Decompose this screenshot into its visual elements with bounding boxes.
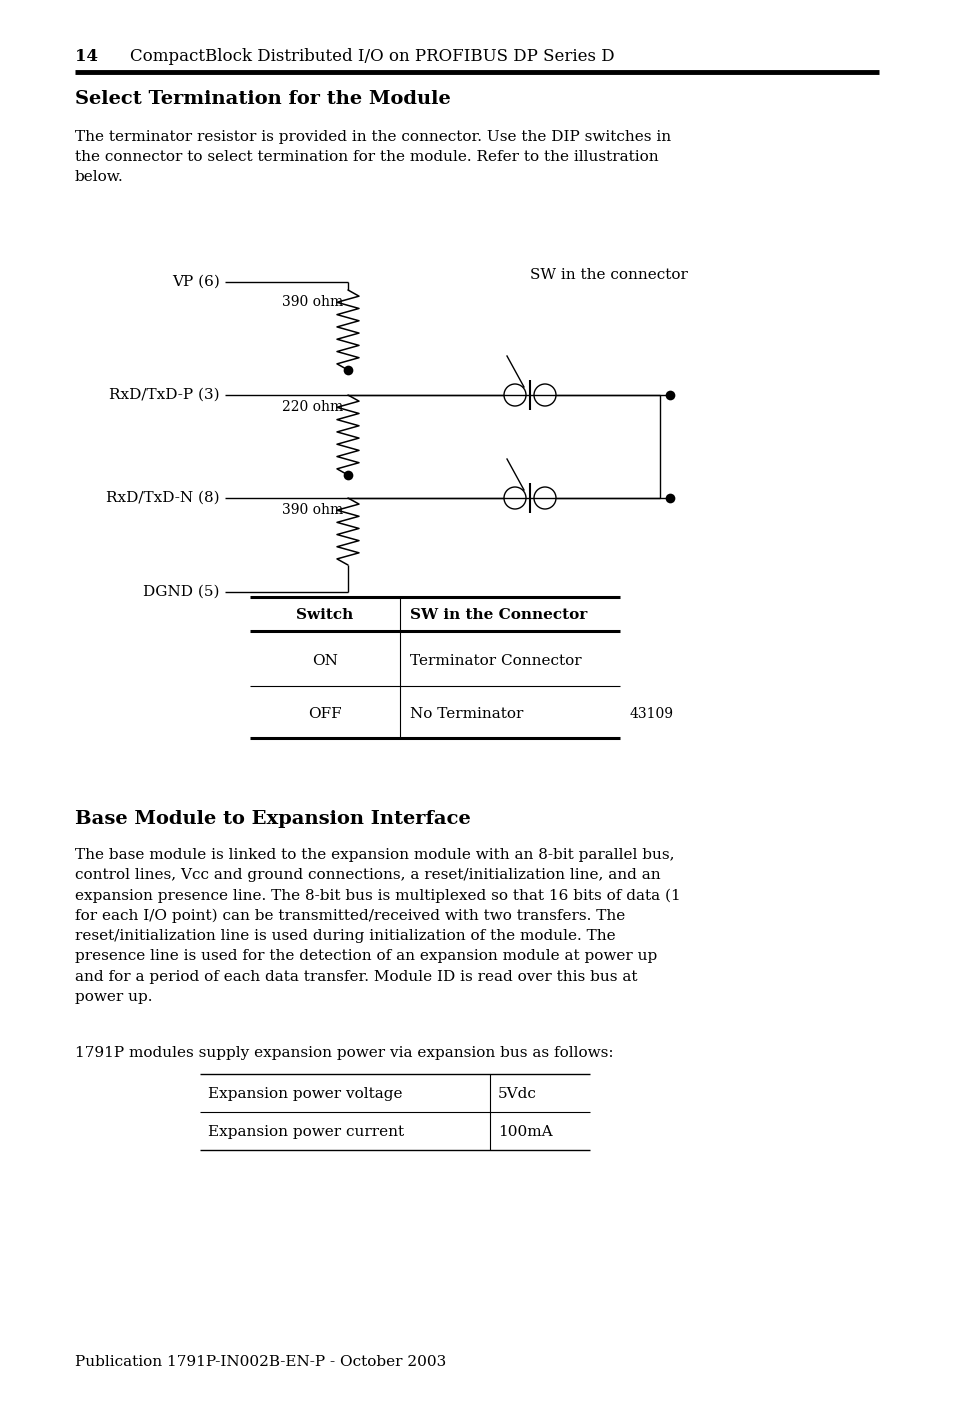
Text: The terminator resistor is provided in the connector. Use the DIP switches in
th: The terminator resistor is provided in t… <box>75 129 670 184</box>
Text: RxD/TxD-P (3): RxD/TxD-P (3) <box>110 388 220 402</box>
Text: SW in the connector: SW in the connector <box>530 269 687 283</box>
Text: CompactBlock Distributed I/O on PROFIBUS DP Series D: CompactBlock Distributed I/O on PROFIBUS… <box>130 48 614 65</box>
Text: The base module is linked to the expansion module with an 8-bit parallel bus,
co: The base module is linked to the expansi… <box>75 848 680 1004</box>
Text: RxD/TxD-N (8): RxD/TxD-N (8) <box>107 491 220 505</box>
Text: Expansion power voltage: Expansion power voltage <box>208 1087 402 1101</box>
Text: 5Vdc: 5Vdc <box>497 1087 537 1101</box>
Text: 100mA: 100mA <box>497 1125 552 1139</box>
Text: 14: 14 <box>75 48 98 65</box>
Text: Switch: Switch <box>296 607 354 621</box>
Text: VP (6): VP (6) <box>172 276 220 290</box>
Text: Terminator Connector: Terminator Connector <box>410 654 581 668</box>
Text: ON: ON <box>312 654 337 668</box>
Text: No Terminator: No Terminator <box>410 707 523 721</box>
Text: Expansion power current: Expansion power current <box>208 1125 404 1139</box>
Text: Publication 1791P-IN002B-EN-P - October 2003: Publication 1791P-IN002B-EN-P - October … <box>75 1355 446 1369</box>
Text: 220 ohm: 220 ohm <box>281 399 343 413</box>
Text: Select Termination for the Module: Select Termination for the Module <box>75 90 450 108</box>
Text: Base Module to Expansion Interface: Base Module to Expansion Interface <box>75 810 470 828</box>
Text: OFF: OFF <box>308 707 341 721</box>
Text: 390 ohm: 390 ohm <box>281 503 343 517</box>
Text: SW in the Connector: SW in the Connector <box>410 607 587 621</box>
Text: 1791P modules supply expansion power via expansion bus as follows:: 1791P modules supply expansion power via… <box>75 1046 613 1060</box>
Text: 390 ohm: 390 ohm <box>281 295 343 309</box>
Text: 43109: 43109 <box>629 707 673 721</box>
Text: DGND (5): DGND (5) <box>143 585 220 599</box>
